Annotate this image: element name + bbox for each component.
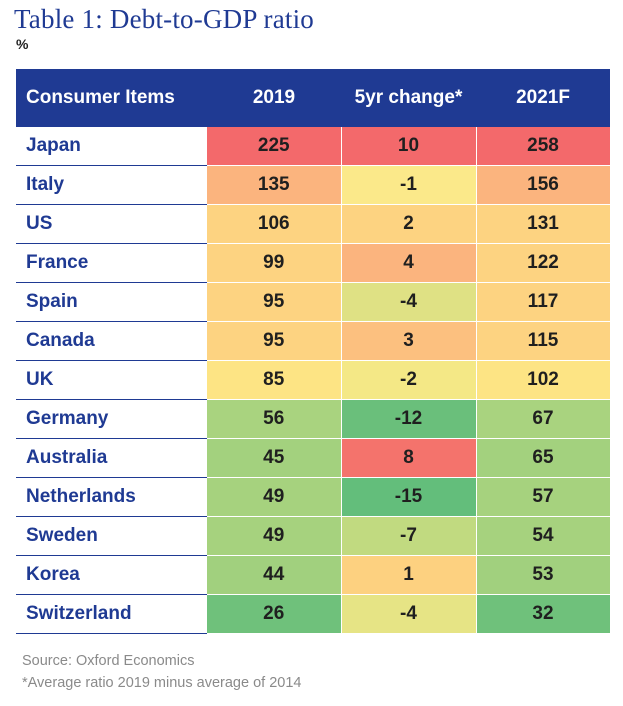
cell-5yr-change: 1 [341, 555, 477, 595]
row-label: Japan [16, 127, 207, 166]
cell-2021f: 115 [476, 321, 611, 361]
table-row: Italy 135 -1 156 [16, 165, 611, 205]
table-row: Korea 44 1 53 [16, 555, 611, 595]
table-row: UK 85 -2 102 [16, 360, 611, 400]
cell-2021f: 32 [476, 594, 611, 634]
cell-5yr-change: -15 [341, 477, 477, 517]
cell-2019: 106 [207, 204, 342, 244]
cell-2019: 95 [207, 321, 342, 361]
cell-2019: 225 [207, 127, 342, 166]
table-row: Sweden 49 -7 54 [16, 516, 611, 556]
cell-5yr-change: -2 [341, 360, 477, 400]
row-label: Netherlands [16, 477, 207, 517]
cell-5yr-change: 8 [341, 438, 477, 478]
cell-5yr-change: -7 [341, 516, 477, 556]
cell-2021f: 131 [476, 204, 611, 244]
cell-2019: 85 [207, 360, 342, 400]
table-row: US 106 2 131 [16, 204, 611, 244]
cell-5yr-change: -1 [341, 165, 477, 205]
column-header-consumer-items: Consumer Items [16, 69, 207, 127]
cell-2021f: 102 [476, 360, 611, 400]
column-header-5yr-change: 5yr change* [341, 69, 476, 127]
row-label: Australia [16, 438, 207, 478]
table-row: Germany 56 -12 67 [16, 399, 611, 439]
cell-5yr-change: 4 [341, 243, 477, 283]
header-row: Consumer Items 2019 5yr change* 2021F [16, 69, 610, 127]
row-label: France [16, 243, 207, 283]
table-row: Japan 225 10 258 [16, 127, 611, 166]
cell-2019: 56 [207, 399, 342, 439]
column-header-2021f: 2021F [476, 69, 610, 127]
cell-2021f: 67 [476, 399, 611, 439]
column-header-2019: 2019 [207, 69, 341, 127]
row-label: Spain [16, 282, 207, 322]
cell-2021f: 258 [476, 127, 611, 166]
cell-2019: 44 [207, 555, 342, 595]
table-row: Switzerland 26 -4 32 [16, 594, 611, 634]
row-label: Switzerland [16, 594, 207, 634]
debt-table: Consumer Items 2019 5yr change* 2021F Ja… [16, 69, 611, 634]
cell-2019: 26 [207, 594, 342, 634]
cell-2021f: 53 [476, 555, 611, 595]
table-body: Japan 225 10 258 Italy 135 -1 156 US 106 2 131 Franc… [16, 127, 611, 634]
row-label: Canada [16, 321, 207, 361]
cell-5yr-change: 3 [341, 321, 477, 361]
table-row: Spain 95 -4 117 [16, 282, 611, 322]
row-label: Italy [16, 165, 207, 205]
cell-2019: 95 [207, 282, 342, 322]
table-row: Canada 95 3 115 [16, 321, 611, 361]
table-row: Netherlands 49 -15 57 [16, 477, 611, 517]
cell-5yr-change: -4 [341, 282, 477, 322]
footnote: *Average ratio 2019 minus average of 201… [22, 675, 302, 691]
cell-5yr-change: -12 [341, 399, 477, 439]
cell-2021f: 54 [476, 516, 611, 556]
table-row: Australia 45 8 65 [16, 438, 611, 478]
cell-5yr-change: 2 [341, 204, 477, 244]
unit-label: % [16, 36, 29, 52]
row-label: UK [16, 360, 207, 400]
cell-2021f: 122 [476, 243, 611, 283]
row-label: Germany [16, 399, 207, 439]
cell-5yr-change: 10 [341, 127, 477, 166]
source-note: Source: Oxford Economics [22, 653, 195, 669]
cell-2019: 49 [207, 516, 342, 556]
cell-2021f: 117 [476, 282, 611, 322]
row-label: US [16, 204, 207, 244]
cell-2021f: 65 [476, 438, 611, 478]
table-row: France 99 4 122 [16, 243, 611, 283]
cell-2019: 135 [207, 165, 342, 205]
cell-2019: 49 [207, 477, 342, 517]
page-title: Table 1: Debt-to-GDP ratio [14, 4, 314, 34]
cell-2021f: 57 [476, 477, 611, 517]
cell-5yr-change: -4 [341, 594, 477, 634]
cell-2021f: 156 [476, 165, 611, 205]
row-label: Sweden [16, 516, 207, 556]
cell-2019: 99 [207, 243, 342, 283]
row-label: Korea [16, 555, 207, 595]
cell-2019: 45 [207, 438, 342, 478]
